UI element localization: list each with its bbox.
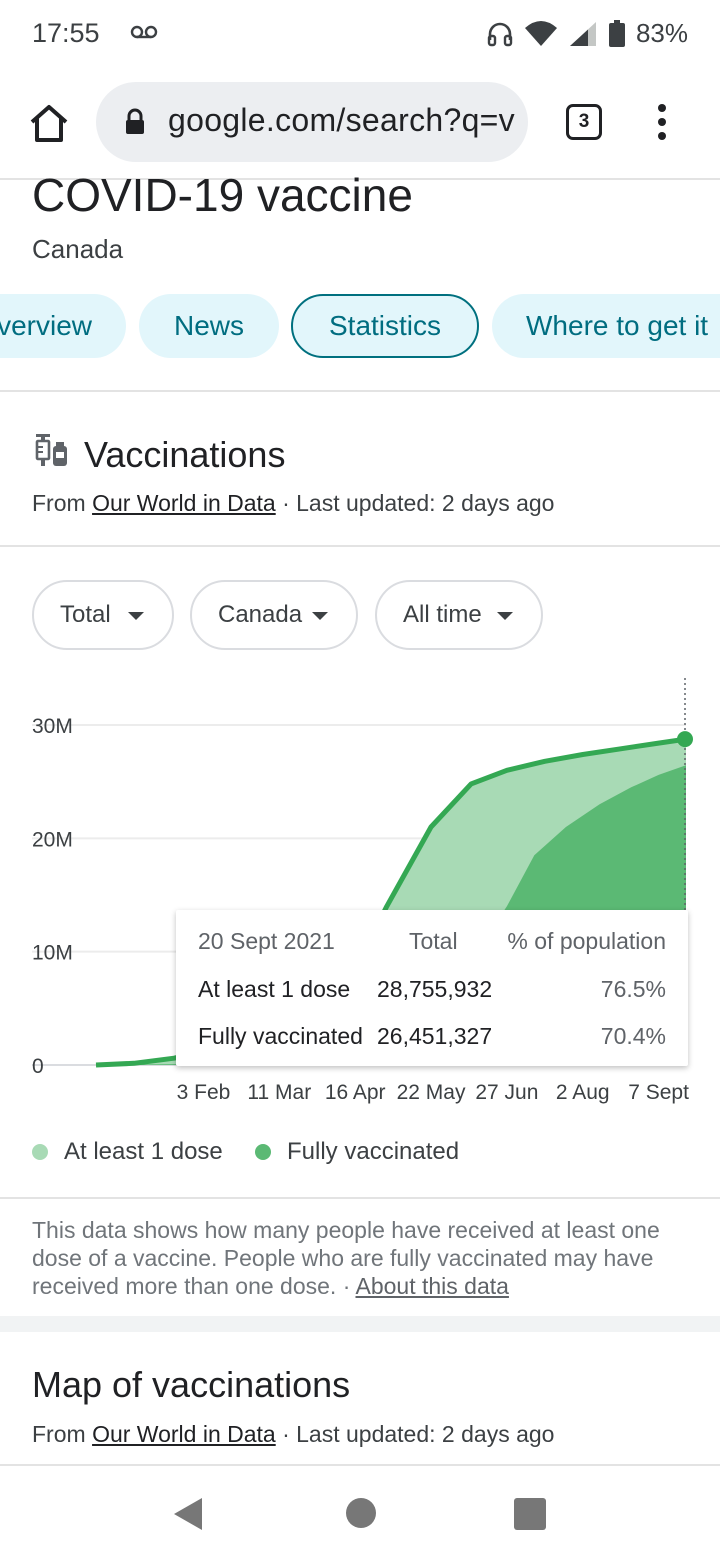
y-tick-label: 10M <box>32 942 73 965</box>
chevron-down-icon <box>128 612 144 620</box>
x-tick-label: 22 May <box>397 1081 466 1104</box>
browser-toolbar: google.com/search?q=v 3 <box>0 68 720 180</box>
x-tick-label: 27 Jun <box>475 1081 538 1104</box>
tab-overview[interactable]: verview <box>0 294 126 358</box>
tab-news-label: News <box>173 310 244 341</box>
status-time: 17:55 <box>32 18 100 48</box>
data-note: This data shows how many people have rec… <box>32 1216 692 1300</box>
address-bar[interactable]: google.com/search?q=v <box>96 82 528 162</box>
tab-where-to-get-it[interactable]: Where to get it <box>492 294 720 358</box>
voicemail-icon <box>130 25 158 39</box>
back-icon[interactable] <box>172 1496 204 1532</box>
overflow-menu-icon[interactable] <box>652 104 672 144</box>
legend-label: Fully vaccinated <box>287 1138 460 1165</box>
divider <box>0 1197 720 1199</box>
divider <box>0 390 720 392</box>
data-note-sep: · <box>336 1273 356 1299</box>
legend-item: At least 1 dose <box>32 1138 223 1166</box>
page-title: COVID-19 vaccine <box>32 169 413 221</box>
x-tick-label: 2 Aug <box>556 1081 610 1104</box>
tooltip-date: 20 Sept 2021 <box>198 928 335 954</box>
recents-icon[interactable] <box>514 1498 546 1530</box>
status-bar: 17:55 83% <box>0 0 720 68</box>
page-subtitle: Canada <box>32 234 124 264</box>
chevron-down-icon <box>312 612 328 620</box>
headphones-icon <box>487 22 513 46</box>
tooltip-row-total: 28,755,932 <box>377 976 493 1002</box>
x-tick-label: 7 Sept <box>628 1081 689 1104</box>
tab-where-label: Where to get it <box>526 310 709 341</box>
legend-swatch <box>32 1144 48 1160</box>
chevron-down-icon <box>497 612 513 620</box>
map-section-title: Map of vaccinations <box>32 1364 351 1405</box>
data-note-text: This data shows how many people have rec… <box>32 1217 660 1299</box>
region-dropdown[interactable]: Canada <box>190 580 358 650</box>
system-nav-bar <box>0 1464 720 1560</box>
source-link[interactable]: Our World in Data <box>92 1421 276 1447</box>
url-text: google.com/search?q=v <box>168 102 515 138</box>
hover-marker <box>677 731 693 748</box>
metric-dropdown-label: Total <box>60 601 111 628</box>
wifi-icon <box>524 20 557 46</box>
section-title: Vaccinations <box>84 434 286 475</box>
tooltip-col-pct: % of population <box>507 928 666 954</box>
y-tick-label: 0 <box>32 1055 44 1078</box>
last-updated: · Last updated: 2 days ago <box>275 490 555 516</box>
tooltip-row-pct: 76.5% <box>600 976 666 1002</box>
tab-overview-label: verview <box>0 310 92 341</box>
tab-switcher-button[interactable]: 3 <box>566 104 602 140</box>
region-dropdown-label: Canada <box>218 601 303 628</box>
tab-statistics-label: Statistics <box>328 310 442 341</box>
section-separator <box>0 1316 720 1332</box>
tooltip-col-total: Total <box>409 928 458 954</box>
last-updated: · Last updated: 2 days ago <box>275 1421 555 1447</box>
source-link[interactable]: Our World in Data <box>92 490 276 516</box>
divider <box>0 545 720 547</box>
y-tick-label: 30M <box>32 715 73 738</box>
x-tick-label: 11 Mar <box>247 1081 311 1104</box>
about-this-data-link[interactable]: About this data <box>355 1273 509 1299</box>
home-icon[interactable] <box>28 102 70 144</box>
chart-tooltip: 20 Sept 2021 Total % of population At le… <box>176 910 688 1066</box>
metric-dropdown[interactable]: Total <box>32 580 174 650</box>
map-source-line: From Our World in Data · Last updated: 2… <box>32 1421 554 1448</box>
tooltip-row-pct: 70.4% <box>600 1023 666 1049</box>
time-range-dropdown[interactable]: All time <box>375 580 543 650</box>
tab-statistics[interactable]: Statistics <box>291 294 479 358</box>
y-tick-label: 20M <box>32 828 73 851</box>
topic-tabs: verview News Statistics Where to get it <box>0 294 720 358</box>
time-range-dropdown-label: All time <box>403 601 482 628</box>
signal-icon <box>569 21 596 46</box>
legend-item: Fully vaccinated <box>255 1138 459 1166</box>
lock-icon <box>126 108 144 134</box>
source-prefix: From <box>32 1421 93 1447</box>
home-nav-icon[interactable] <box>346 1498 376 1528</box>
legend-swatch <box>255 1144 271 1160</box>
tooltip-row-total: 26,451,327 <box>377 1023 493 1049</box>
battery-icon <box>608 19 625 47</box>
x-tick-label: 3 Feb <box>177 1081 231 1104</box>
source-prefix: From <box>32 490 93 516</box>
tab-news[interactable]: News <box>139 294 279 358</box>
legend-label: At least 1 dose <box>64 1138 223 1165</box>
tooltip-row-label: At least 1 dose <box>198 976 351 1002</box>
vaccine-icon <box>35 434 67 466</box>
tooltip-row-label: Fully vaccinated <box>198 1023 363 1049</box>
x-tick-label: 16 Apr <box>325 1081 386 1104</box>
battery-percent: 83% <box>635 18 688 48</box>
source-line: From Our World in Data · Last updated: 2… <box>32 490 554 517</box>
